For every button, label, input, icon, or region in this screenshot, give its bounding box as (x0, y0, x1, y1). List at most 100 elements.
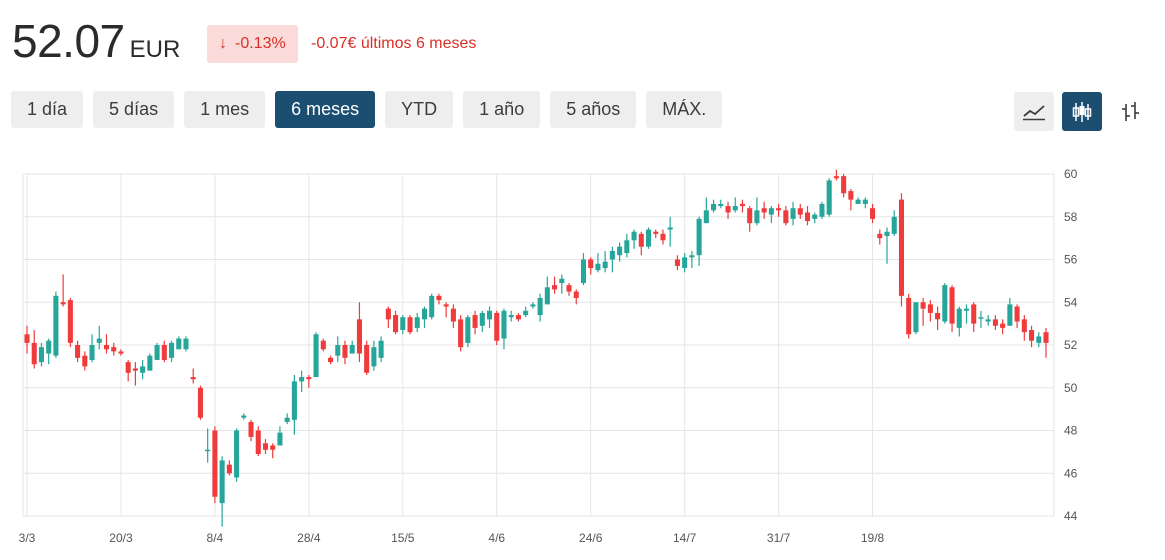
candle-body (226, 464, 232, 474)
candle-body (436, 295, 442, 301)
candle-body (682, 257, 688, 269)
candle-body (870, 208, 876, 219)
candle-body (24, 334, 30, 343)
candle-body (486, 310, 493, 320)
candle-body (826, 180, 832, 215)
candle-body (523, 310, 529, 316)
candle-body (132, 368, 138, 371)
range-selector: 1 día 5 días 1 mes 6 meses YTD 1 año 5 a… (11, 91, 723, 128)
candle-body (234, 430, 240, 478)
candle-body (552, 285, 558, 290)
candle-body (667, 227, 673, 230)
candle-body (624, 240, 630, 254)
candle-body (703, 210, 709, 224)
candle-body (797, 208, 803, 215)
candle-body (190, 377, 196, 380)
ohlc-chart-icon (1122, 101, 1139, 121)
candle-body (501, 310, 507, 339)
candle-body (31, 342, 37, 365)
candle-body (841, 176, 847, 194)
candle-body (479, 312, 485, 326)
candle-body (465, 317, 471, 343)
candle-body (147, 355, 153, 371)
candle-body (67, 300, 73, 343)
candle-body (96, 338, 102, 343)
candle-body (920, 302, 926, 309)
candle-body (978, 317, 984, 319)
candlestick-chart-button[interactable] (1062, 92, 1102, 131)
candle-body (53, 295, 59, 356)
candle-body (544, 287, 550, 305)
candle-body (38, 347, 44, 363)
ohlc-chart-button[interactable] (1110, 92, 1150, 131)
candle-body (219, 460, 225, 504)
candle-body (270, 445, 276, 450)
candle-body (1029, 330, 1035, 341)
candle-body (768, 208, 774, 215)
candle-body (183, 338, 189, 350)
candle-body (631, 231, 637, 241)
candle-body (75, 345, 81, 358)
candle-body (580, 259, 587, 284)
candle-body (595, 263, 601, 271)
candle-body (935, 312, 941, 320)
candle-body (891, 216, 897, 234)
change-badge: ↓ -0.13% (207, 25, 298, 63)
candle-body (804, 212, 811, 222)
candle-body (1043, 332, 1049, 343)
candle-body (906, 297, 912, 335)
line-chart-button[interactable] (1014, 92, 1054, 131)
range-1d-button[interactable]: 1 día (11, 91, 84, 128)
candle-body (197, 387, 203, 418)
candle-body (407, 317, 413, 333)
candle-body (747, 208, 753, 224)
candle-body (1000, 323, 1006, 328)
price-currency: EUR (129, 36, 181, 63)
candle-body (277, 432, 283, 446)
candle-body (754, 210, 760, 224)
price-display: 52.07 EUR (12, 14, 180, 68)
candle-body (602, 261, 608, 269)
x-tick-label: 3/3 (19, 531, 36, 545)
candle-body (458, 319, 464, 348)
candle-body (530, 304, 536, 307)
candle-body (111, 347, 117, 352)
candle-body (992, 319, 998, 326)
range-ytd-button[interactable]: YTD (385, 91, 454, 128)
candle-body (1021, 319, 1027, 333)
y-tick-label: 46 (1064, 466, 1078, 480)
change-percent: -0.13% (235, 35, 286, 52)
candle-body (176, 338, 182, 350)
range-5y-button[interactable]: 5 años (550, 91, 637, 128)
range-6m-button[interactable]: 6 meses (275, 91, 376, 128)
candle-body (761, 208, 767, 213)
range-5d-button[interactable]: 5 días (93, 91, 175, 128)
candle-body (385, 308, 391, 320)
x-tick-label: 4/6 (488, 531, 505, 545)
candle-body (696, 218, 702, 256)
y-tick-label: 44 (1064, 509, 1078, 523)
range-1m-button[interactable]: 1 mes (184, 91, 266, 128)
candle-body (313, 334, 319, 378)
candle-body (212, 430, 218, 497)
candle-body (284, 417, 290, 422)
price-value: 52.07 (12, 15, 125, 67)
candle-body (725, 206, 731, 213)
y-tick-label: 60 (1064, 167, 1078, 181)
candle-body (819, 203, 825, 217)
candle-body (927, 304, 933, 313)
candle-body (241, 415, 247, 418)
candle-body (971, 304, 977, 324)
candlestick-chart[interactable]: 44 46 48 50 52 54 56 58 60 3/3 20/3 8/4 28/4 15/5 4/6 2… (0, 160, 1165, 560)
candle-body (248, 421, 254, 437)
candle-body (848, 191, 854, 200)
candle-body (450, 308, 456, 322)
range-max-button[interactable]: MÁX. (646, 91, 723, 128)
candle-body (118, 351, 124, 354)
candle-body (306, 377, 312, 380)
candle-body (414, 317, 420, 328)
candle-body (638, 233, 644, 247)
candle-body (617, 246, 623, 256)
range-1y-button[interactable]: 1 año (463, 91, 541, 128)
y-tick-label: 58 (1064, 210, 1078, 224)
